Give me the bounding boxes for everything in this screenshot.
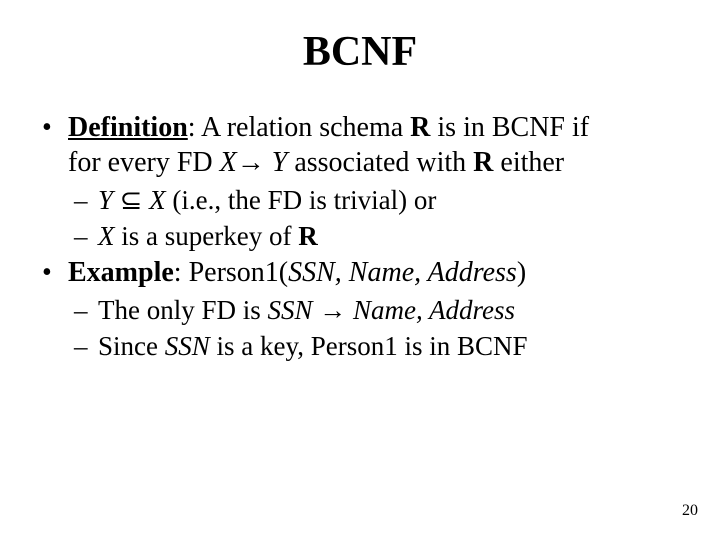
example-rel: Person1 (189, 257, 279, 288)
ex2-a: Since (98, 331, 165, 361)
cond1-subset: ⊆ (113, 185, 149, 215)
def-line2: for every FD X→ Y associated with R eith… (68, 145, 680, 180)
ex1-ssn: SSN (268, 295, 313, 325)
ex1-rhs: Name, Address (353, 295, 515, 325)
def-R1: R (410, 112, 430, 143)
def-txt-c: for every FD (68, 147, 220, 178)
ex2-ssn: SSN (165, 331, 210, 361)
def-txt-a: : A relation schema (188, 112, 410, 143)
page-number: 20 (682, 502, 698, 520)
cond2-X: X (98, 221, 115, 251)
ex1-arrow: → (313, 295, 354, 325)
bullet-ex1: The only FD is SSN → Name, Address (40, 292, 680, 328)
bullet-example: Example: Person1(SSN, Name, Address) (40, 255, 680, 290)
def-Y: Y (272, 147, 288, 178)
def-arrow: → (237, 147, 265, 178)
bullet-cond1: Y ⊆ X (i.e., the FD is trivial) or (40, 182, 680, 218)
ex2-rel: Person1 (311, 331, 398, 361)
example-colon: : (174, 257, 189, 288)
example-close: ) (517, 257, 526, 288)
ex2-c: is in BCNF (398, 331, 528, 361)
def-R2: R (473, 147, 493, 178)
ex1-a: The only FD is (98, 295, 268, 325)
def-txt-d: associated with (287, 147, 473, 178)
bullet-definition: Definition: A relation schema R is in BC… (40, 110, 680, 180)
bullet-ex2: Since SSN is a key, Person1 is in BCNF (40, 328, 680, 364)
cond1-Y: Y (98, 185, 113, 215)
example-attrs: SSN, Name, Address (288, 257, 517, 288)
cond2-a: is a superkey of (115, 221, 299, 251)
ex2-b: is a key, (210, 331, 311, 361)
slide-body: Definition: A relation schema R is in BC… (40, 110, 680, 365)
cond1-rest: (i.e., the FD is trivial) or (166, 185, 437, 215)
cond2-R: R (298, 221, 318, 251)
example-label: Example (68, 257, 174, 288)
slide-title: BCNF (40, 28, 680, 76)
bullet-cond2: X is a superkey of R (40, 218, 680, 254)
definition-label: Definition (68, 112, 188, 143)
def-txt-b: is in BCNF if (430, 112, 589, 143)
cond1-X: X (149, 185, 166, 215)
example-open: ( (279, 257, 288, 288)
def-txt-e: either (493, 147, 564, 178)
def-sp (265, 147, 272, 178)
slide: BCNF Definition: A relation schema R is … (0, 0, 720, 540)
def-X: X (220, 147, 237, 178)
